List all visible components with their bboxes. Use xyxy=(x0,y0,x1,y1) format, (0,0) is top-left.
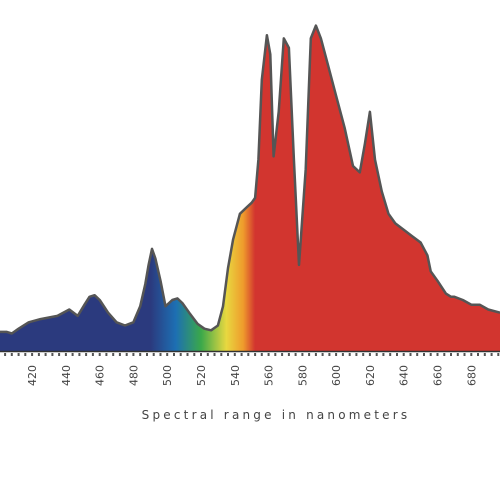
x-tick-label: 540 xyxy=(229,365,242,386)
x-minor-tick xyxy=(146,353,148,356)
x-tick-label: 580 xyxy=(296,365,309,386)
x-minor-tick xyxy=(105,353,108,356)
x-minor-tick xyxy=(213,353,216,356)
x-minor-tick xyxy=(200,353,202,356)
x-minor-tick xyxy=(335,353,338,356)
x-minor-tick xyxy=(37,353,40,356)
x-minor-tick xyxy=(267,353,270,356)
x-minor-tick xyxy=(423,353,425,356)
x-minor-tick xyxy=(402,353,405,356)
x-minor-tick xyxy=(456,353,459,356)
x-tick-label: 480 xyxy=(127,365,140,386)
x-minor-tick xyxy=(118,353,121,356)
x-minor-tick xyxy=(362,353,365,356)
x-minor-tick xyxy=(497,353,500,356)
x-minor-tick xyxy=(173,353,175,356)
x-minor-tick xyxy=(71,353,74,356)
x-minor-tick xyxy=(247,353,250,356)
x-axis xyxy=(0,350,500,356)
x-tick-label: 640 xyxy=(398,365,411,386)
x-minor-tick xyxy=(206,353,209,356)
x-minor-tick xyxy=(436,353,439,356)
x-minor-tick xyxy=(260,353,263,356)
x-tick-label: 460 xyxy=(94,365,107,386)
x-minor-tick xyxy=(31,353,34,356)
x-tick-label: 520 xyxy=(195,365,208,386)
x-minor-tick xyxy=(396,353,398,356)
x-minor-tick xyxy=(382,353,385,356)
spectrum-outline xyxy=(0,24,500,335)
x-minor-tick xyxy=(4,353,7,356)
x-minor-tick xyxy=(98,353,101,356)
x-minor-tick xyxy=(24,353,27,356)
x-minor-tick xyxy=(348,353,351,356)
x-minor-tick xyxy=(139,353,142,356)
x-minor-tick xyxy=(152,353,155,356)
x-minor-tick xyxy=(477,353,479,356)
x-minor-tick xyxy=(91,353,94,356)
x-minor-tick xyxy=(375,353,378,356)
x-minor-tick xyxy=(58,353,61,356)
x-minor-tick xyxy=(429,353,432,356)
x-minor-tick xyxy=(10,353,13,356)
x-minor-tick xyxy=(166,353,169,356)
x-minor-tick xyxy=(450,353,452,356)
x-minor-tick xyxy=(51,353,54,356)
x-minor-tick xyxy=(159,353,162,356)
x-minor-tick xyxy=(125,353,128,356)
x-tick-labels: 420 440 460 480 500 520 540 560 580 600 620 640 660 6… xyxy=(26,365,478,386)
x-minor-tick xyxy=(220,353,223,356)
x-minor-tick xyxy=(328,353,331,356)
x-minor-tick xyxy=(470,353,473,356)
x-minor-tick xyxy=(443,353,446,356)
x-tick-label: 420 xyxy=(26,365,39,386)
x-tick-label: 600 xyxy=(330,365,343,386)
x-minor-tick xyxy=(409,353,412,356)
x-minor-tick xyxy=(321,353,324,356)
x-minor-tick xyxy=(301,353,304,356)
x-minor-tick xyxy=(341,353,344,356)
x-minor-tick xyxy=(233,353,236,356)
x-axis-title: Spectral range in nanometers xyxy=(142,408,411,422)
x-minor-tick xyxy=(274,353,277,356)
x-minor-tick xyxy=(78,353,81,356)
x-minor-tick xyxy=(287,353,290,356)
x-minor-tick xyxy=(240,353,243,356)
x-minor-tick xyxy=(368,353,371,356)
x-minor-tick xyxy=(132,353,135,356)
x-tick-label: 560 xyxy=(263,365,276,386)
x-minor-tick xyxy=(490,353,493,356)
x-tick-label: 620 xyxy=(364,365,377,386)
x-minor-tick xyxy=(416,353,419,356)
x-minor-tick xyxy=(179,353,182,356)
x-minor-tick xyxy=(186,353,189,356)
x-tick-label: 660 xyxy=(432,365,445,386)
x-minor-tick xyxy=(227,353,229,356)
x-minor-tick xyxy=(463,353,466,356)
x-tick-label: 500 xyxy=(161,365,174,386)
x-tick-label: 440 xyxy=(60,365,73,386)
x-minor-tick xyxy=(389,353,392,356)
x-minor-tick xyxy=(64,353,67,356)
x-minor-tick xyxy=(308,353,311,356)
x-minor-tick xyxy=(85,353,88,356)
x-tick-label: 680 xyxy=(465,365,478,386)
spectrum-area xyxy=(0,25,500,351)
x-minor-tick xyxy=(314,353,317,356)
x-minor-tick xyxy=(281,353,284,356)
spectrum-area-group xyxy=(0,24,500,351)
x-minor-tick xyxy=(294,353,297,356)
x-minor-tick xyxy=(193,353,196,356)
x-minor-tick xyxy=(483,353,486,356)
x-minor-tick xyxy=(17,353,20,356)
x-minor-tick xyxy=(355,353,358,356)
x-minor-tick xyxy=(44,353,47,356)
x-minor-tick xyxy=(254,353,257,356)
x-minor-tick xyxy=(112,353,115,356)
